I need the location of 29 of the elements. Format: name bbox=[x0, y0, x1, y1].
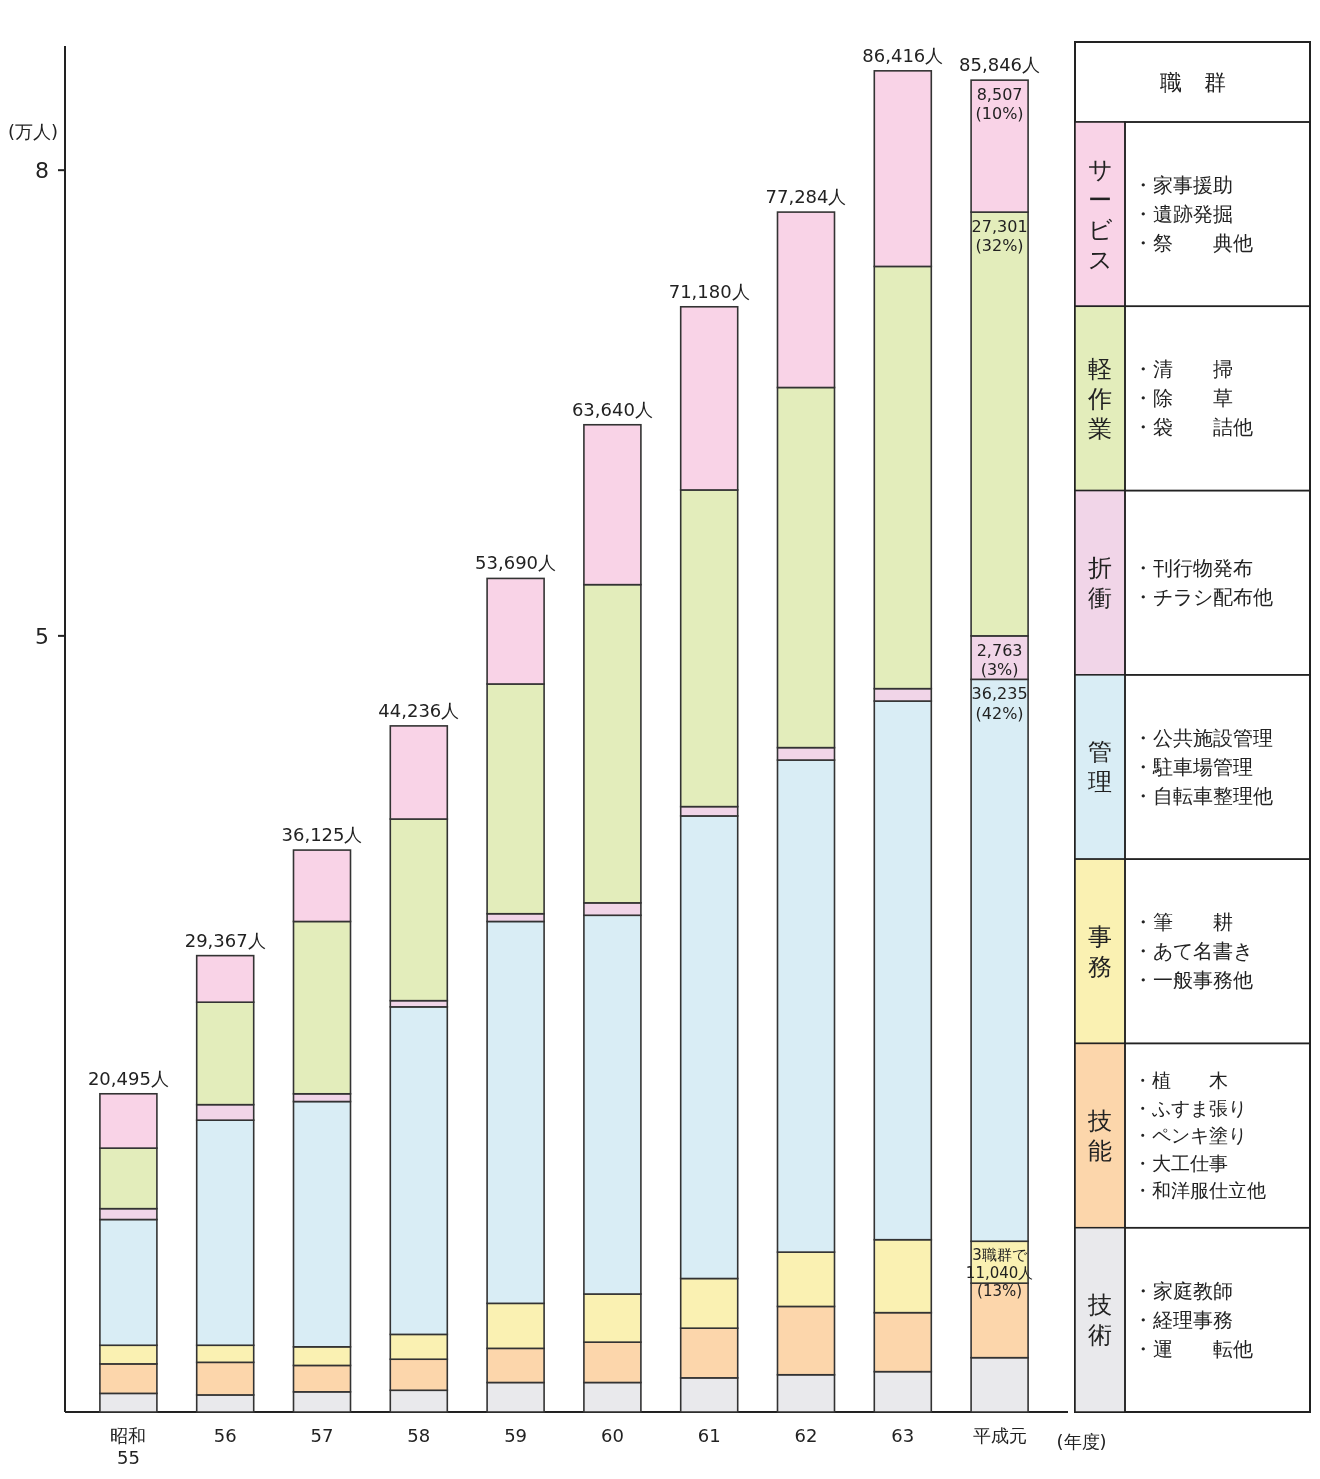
annotation: 86,416人 bbox=[862, 44, 944, 66]
annotation: 85,846人 bbox=[959, 54, 1041, 76]
annotation: 44,236人 bbox=[378, 699, 460, 721]
y-tick-label: 8 bbox=[35, 158, 49, 184]
x-tick-label: 62 bbox=[794, 1425, 818, 1446]
annotation: 71,180人 bbox=[668, 280, 750, 302]
annotation: 53,690人 bbox=[475, 552, 557, 574]
x-axis-title: (年度) bbox=[1056, 1431, 1107, 1452]
legend-title: 職 群 bbox=[1159, 70, 1226, 95]
annotation: 36,235 (42%) bbox=[971, 684, 1028, 723]
annotation: 29,367人 bbox=[184, 929, 266, 951]
annotation: 20,495人 bbox=[87, 1067, 169, 1089]
annotation: 8,507 (10%) bbox=[975, 85, 1024, 124]
x-tick-label: 59 bbox=[504, 1425, 528, 1446]
x-tick-label: 58 bbox=[407, 1425, 431, 1446]
annotation: 36,125人 bbox=[281, 824, 363, 846]
x-tick-label: 63 bbox=[891, 1425, 915, 1446]
x-tick-label: 61 bbox=[697, 1425, 721, 1446]
annotation: 63,640人 bbox=[571, 398, 653, 420]
x-tick-label: 平成元 bbox=[972, 1425, 1027, 1446]
annotation: 77,284人 bbox=[765, 186, 847, 208]
x-tick-label: 56 bbox=[213, 1425, 237, 1446]
annotation: 27,301 (32%) bbox=[971, 217, 1028, 256]
x-tick-label: 昭和 55 bbox=[110, 1425, 147, 1468]
x-tick-label: 60 bbox=[600, 1425, 624, 1446]
x-tick-label: 57 bbox=[310, 1425, 334, 1446]
annotation: 2,763 (3%) bbox=[976, 640, 1023, 680]
y-tick-label: 5 bbox=[35, 623, 49, 649]
y-axis-title: (万人) bbox=[7, 121, 58, 142]
